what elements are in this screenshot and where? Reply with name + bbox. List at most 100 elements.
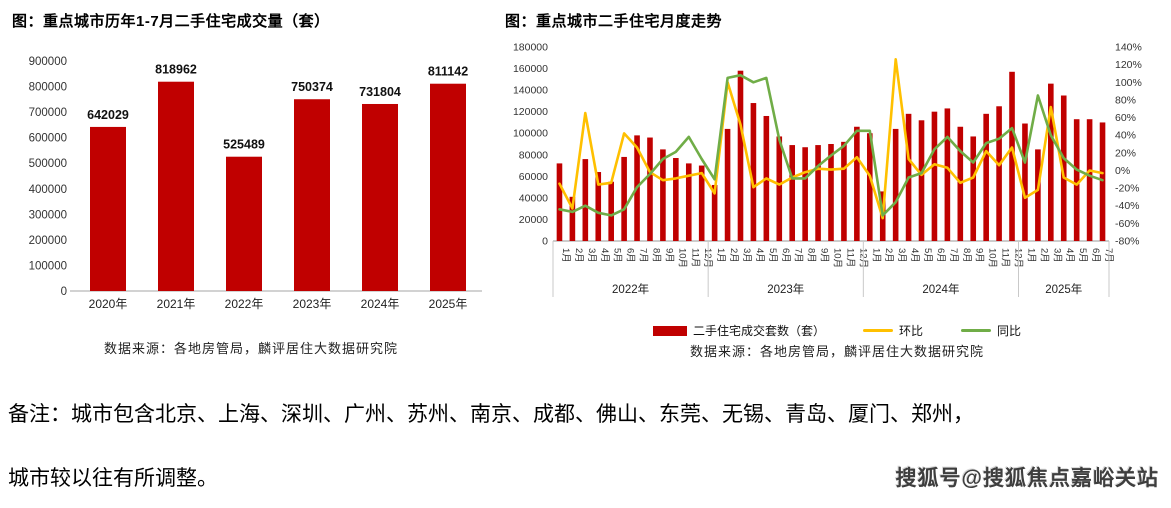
bar-value-label: 731804 — [359, 85, 401, 99]
chart-legend: 二手住宅成交套数（套） 环比 同比 — [503, 322, 1171, 339]
month-tick: 11月 — [689, 248, 700, 267]
left-y-tick: 900000 — [29, 56, 67, 68]
right-chart-right-tick: -20% — [1115, 183, 1140, 195]
bar-value-label: 750374 — [291, 80, 333, 94]
month-tick: 2月 — [728, 248, 739, 263]
month-bar — [698, 165, 705, 241]
month-tick: 3月 — [741, 248, 752, 263]
month-bar — [828, 144, 834, 241]
left-y-tick: 400000 — [29, 184, 67, 196]
month-bar — [1035, 149, 1041, 241]
month-bar — [621, 156, 627, 241]
month-tick: 10月 — [987, 248, 998, 268]
left-y-tick: 500000 — [29, 158, 67, 170]
month-tick: 1月 — [870, 248, 881, 263]
monthly-trend-chart-panel: 图：重点城市二手住宅月度走势 0 20000 40000 60000 80000 1000… — [503, 6, 1171, 360]
yoy-line-swatch — [961, 329, 991, 332]
month-bar — [1073, 119, 1080, 241]
month-tick: 2月 — [883, 248, 894, 263]
month-bar — [866, 133, 873, 241]
year-bar-2020年 — [90, 126, 126, 291]
month-tick: 7月 — [638, 248, 649, 263]
right-chart-source: 数据来源：各地房管局，麟评居住大数据研究院 — [689, 345, 984, 360]
right-chart-right-tick: 0% — [1115, 165, 1130, 177]
month-bar — [737, 70, 744, 241]
right-chart-title: 图：重点城市二手住宅月度走势 — [505, 13, 723, 30]
month-tick: 3月 — [586, 248, 597, 263]
month-tick: 1月 — [1025, 248, 1036, 263]
month-bar — [918, 120, 925, 241]
left-y-tick: 800000 — [29, 82, 67, 94]
year-bar-2024年 — [362, 103, 398, 291]
month-tick: 1月 — [715, 248, 726, 263]
legend-item-volume: 二手住宅成交套数（套） — [652, 322, 825, 339]
right-chart-left-tick: 60000 — [519, 171, 548, 183]
right-chart-left-tick: 20000 — [519, 214, 548, 226]
yearly-volume-bar-chart: 0 100000 200000 300000 400000 500000 600000 700… — [29, 56, 482, 311]
month-tick: 9月 — [663, 248, 674, 263]
left-y-tick: 300000 — [29, 209, 67, 221]
month-tick: 11月 — [1000, 248, 1011, 267]
year-group-label: 2022年 — [612, 282, 649, 296]
month-tick: 8月 — [650, 248, 661, 263]
month-tick: 6月 — [780, 248, 791, 263]
left-chart-title: 图：重点城市历年1-7月二手住宅成交量（套） — [12, 13, 330, 30]
footnote-line1: 备注：城市包含北京、上海、深圳、广州、苏州、南京、成都、佛山、东莞、无锡、青岛、… — [8, 402, 974, 426]
year-bar-2021年 — [158, 81, 194, 291]
month-tick: 4月 — [1064, 248, 1075, 263]
month-bar — [944, 108, 951, 241]
right-chart-right-tick: 20% — [1115, 147, 1136, 159]
month-bar — [996, 106, 1002, 242]
legend-item-mom: 环比 — [862, 322, 923, 339]
month-bar — [1060, 95, 1067, 241]
month-tick: 5月 — [612, 248, 623, 263]
month-tick: 2月 — [573, 248, 584, 263]
legend-label-mom: 环比 — [898, 324, 923, 338]
right-chart-left-tick: 140000 — [513, 85, 548, 97]
year-bar-2025年 — [430, 83, 466, 291]
right-chart-left-tick: 40000 — [519, 192, 548, 204]
month-bar — [841, 141, 847, 241]
right-chart-right-tick: -40% — [1115, 200, 1140, 212]
month-tick: 4月 — [599, 248, 610, 263]
right-chart-right-tick: 80% — [1115, 94, 1136, 106]
month-bar — [556, 163, 563, 241]
month-tick: 10月 — [832, 248, 843, 268]
year-bar-2022年 — [226, 156, 262, 291]
right-chart-left-tick: 160000 — [513, 63, 548, 75]
month-tick: 6月 — [625, 248, 636, 263]
month-tick: 8月 — [961, 248, 972, 263]
bar-value-label: 811142 — [428, 65, 468, 79]
month-tick: 3月 — [896, 248, 907, 263]
right-chart-right-tick: -60% — [1115, 218, 1140, 230]
left-x-tick: 2021年 — [157, 297, 196, 311]
month-bar — [854, 126, 860, 241]
bar-value-label: 642029 — [87, 108, 129, 122]
month-bar — [711, 184, 718, 241]
month-tick: 3月 — [1051, 248, 1062, 263]
footnote: 备注：城市包含北京、上海、深圳、广州、苏州、南京、成都、佛山、东莞、无锡、青岛、… — [8, 398, 1168, 492]
month-bar — [1099, 122, 1106, 241]
month-bar — [776, 136, 783, 241]
month-bar — [595, 172, 602, 241]
month-bar — [970, 136, 977, 241]
month-tick: 4月 — [754, 248, 765, 263]
month-bar — [685, 163, 692, 241]
month-tick: 7月 — [793, 248, 804, 263]
legend-item-yoy: 同比 — [961, 322, 1021, 339]
left-x-tick: 2023年 — [293, 297, 332, 311]
left-y-tick: 100000 — [29, 260, 67, 272]
year-bar-2023年 — [294, 99, 330, 291]
right-chart-right-tick: 100% — [1115, 77, 1142, 89]
month-bar — [673, 158, 679, 241]
bar-series-swatch — [652, 325, 687, 336]
month-tick: 4月 — [909, 248, 920, 263]
year-group-label: 2025年 — [1045, 282, 1082, 296]
month-bar — [608, 181, 614, 241]
month-bar — [1022, 123, 1028, 241]
right-chart-right-tick: 140% — [1115, 42, 1142, 54]
month-tick: 8月 — [806, 248, 817, 263]
month-bar — [569, 196, 576, 241]
year-group-label: 2023年 — [767, 282, 804, 296]
legend-label-volume: 二手住宅成交套数（套） — [692, 324, 825, 338]
